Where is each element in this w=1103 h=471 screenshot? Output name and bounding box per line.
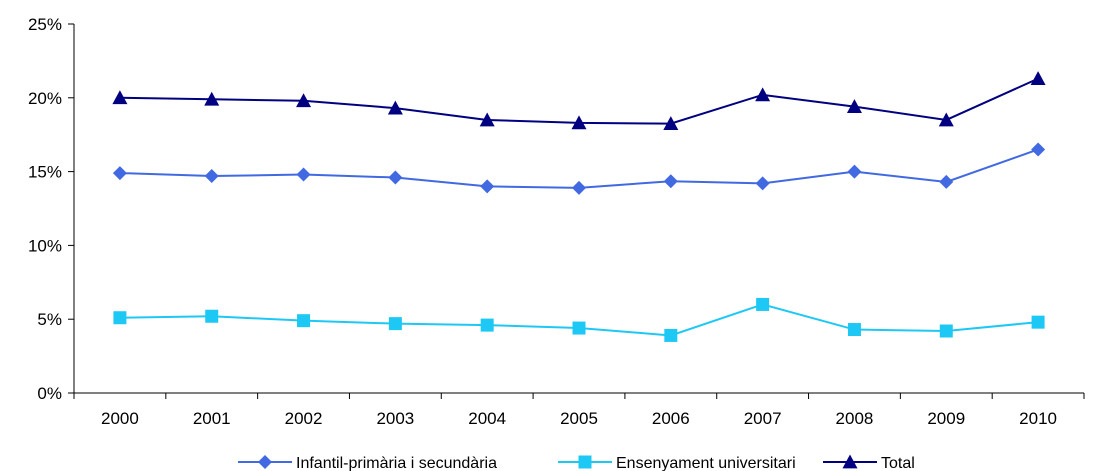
x-tick-label: 2007 xyxy=(744,409,782,428)
data-point xyxy=(755,176,770,191)
data-point xyxy=(205,309,219,323)
data-point xyxy=(938,112,954,127)
series-1 xyxy=(113,297,1045,342)
legend-item: Total xyxy=(823,454,915,471)
data-point xyxy=(296,93,312,108)
legend-label: Ensenyament universitari xyxy=(616,455,796,471)
data-point xyxy=(663,116,679,131)
legend-marker xyxy=(842,454,858,469)
data-point xyxy=(479,112,495,127)
data-point xyxy=(296,167,311,182)
x-tick-label: 2003 xyxy=(376,409,414,428)
x-tick-label: 2002 xyxy=(285,409,323,428)
series-layer xyxy=(112,71,1046,342)
x-tick-label: 2005 xyxy=(560,409,598,428)
data-point xyxy=(571,115,587,130)
x-tick-label: 2000 xyxy=(101,409,139,428)
data-point xyxy=(480,179,495,194)
data-point xyxy=(1031,315,1045,329)
series-0 xyxy=(112,142,1046,195)
data-point xyxy=(204,91,220,106)
x-tick-label: 2006 xyxy=(652,409,690,428)
legend-marker xyxy=(258,455,272,469)
data-point xyxy=(297,314,311,328)
data-point xyxy=(387,100,403,115)
data-point xyxy=(204,169,219,184)
data-point xyxy=(388,170,403,185)
data-point xyxy=(572,321,586,335)
legend: Infantil-primària i secundària Ensenyamen… xyxy=(238,454,915,471)
x-axis-ticks: 2000 2001 2002 2003 2004 2005 2006 2007 2008 2009… xyxy=(73,393,1085,428)
data-point xyxy=(1031,142,1046,157)
y-tick-label: 10% xyxy=(28,236,62,255)
axes xyxy=(73,24,1084,394)
data-point xyxy=(388,317,402,331)
y-tick-label: 5% xyxy=(37,310,62,329)
legend-item: Ensenyament universitari xyxy=(558,455,796,471)
data-point xyxy=(939,174,954,189)
data-point xyxy=(663,174,678,189)
y-tick-label: 20% xyxy=(28,89,62,108)
data-point xyxy=(939,324,953,338)
y-axis-ticks: 0% 5% 10% 15% 20% 25% xyxy=(28,15,74,403)
data-point xyxy=(847,323,861,337)
x-tick-label: 2008 xyxy=(836,409,874,428)
data-point xyxy=(755,87,771,102)
data-point xyxy=(847,164,862,179)
data-point xyxy=(664,328,678,342)
data-point xyxy=(113,311,127,325)
x-tick-label: 2001 xyxy=(193,409,231,428)
x-tick-label: 2004 xyxy=(468,409,506,428)
legend-item: Infantil-primària i secundària xyxy=(238,455,497,471)
legend-label: Infantil-primària i secundària xyxy=(296,455,497,471)
y-tick-label: 25% xyxy=(28,15,62,34)
x-tick-label: 2010 xyxy=(1019,409,1057,428)
legend-marker xyxy=(578,455,592,469)
y-tick-label: 0% xyxy=(37,384,62,403)
data-point xyxy=(112,90,128,105)
data-point xyxy=(480,318,494,332)
data-point xyxy=(756,297,770,311)
data-point xyxy=(112,166,127,181)
x-tick-label: 2009 xyxy=(927,409,965,428)
data-point xyxy=(1030,71,1046,85)
series-2 xyxy=(112,71,1046,131)
y-tick-label: 15% xyxy=(28,163,62,182)
legend-label: Total xyxy=(881,455,915,471)
data-point xyxy=(572,180,586,195)
data-point xyxy=(846,99,862,114)
